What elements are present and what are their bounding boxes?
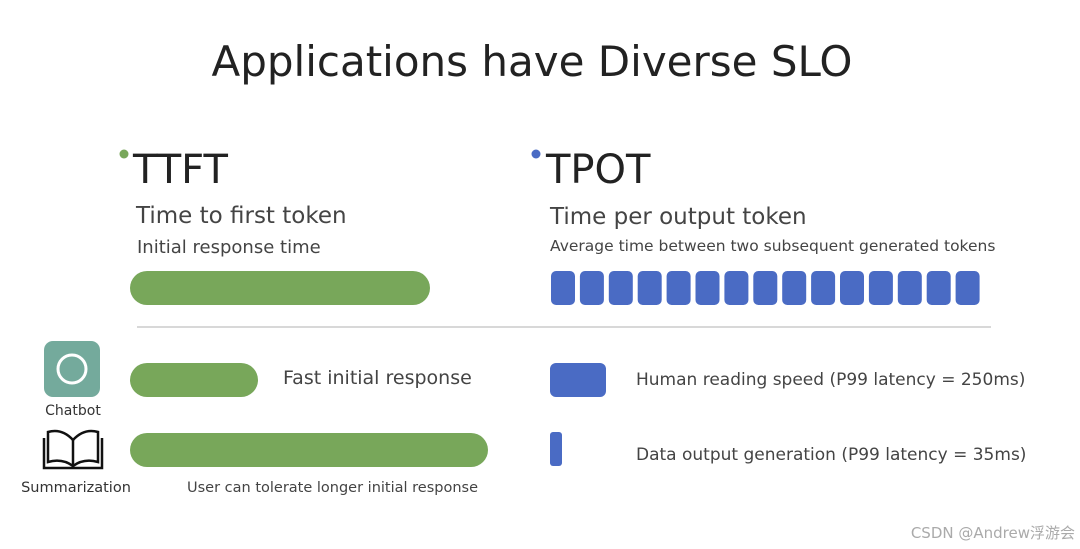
token-block [551,271,575,305]
token-block [926,271,951,305]
token-block [637,271,662,305]
ttft-bar [130,433,488,467]
tpot-heading: TPOT [545,147,651,193]
token-block [724,271,749,305]
tpot-description: Average time between two subsequent gene… [550,237,995,255]
ttft-subtitle: Time to first token [135,203,347,229]
book-icon [42,429,104,470]
ttft-bar [130,271,430,305]
tpot-subtitle: Time per output token [549,204,807,230]
ttft-description: Initial response time [137,237,321,258]
token-block [695,271,720,305]
chatbot-icon [44,341,100,397]
bullet [119,149,129,159]
token-block [579,271,604,305]
chatbot-icon-mark [56,353,88,385]
token-blocks [551,271,980,305]
app-label: Summarization [21,480,131,496]
ttft-note: User can tolerate longer initial respons… [187,480,478,496]
ttft-note: Fast initial response [283,367,472,389]
bullet [531,149,541,159]
token-block [811,271,836,305]
ttft-bar [130,363,258,397]
token-block [608,271,633,305]
tpot-block [550,432,562,466]
watermark: CSDN @Andrew浮游会 [911,524,1075,542]
tpot-note: Data output generation (P99 latency = 35… [636,445,1026,465]
token-block [955,271,980,305]
token-block [897,271,922,305]
tpot-note: Human reading speed (P99 latency = 250ms… [636,370,1025,390]
token-block [868,271,893,305]
slide-title: Applications have Diverse SLO [212,37,853,86]
token-block [840,271,864,305]
token-block [666,271,691,305]
token-block [753,271,778,305]
ttft-heading: TTFT [132,147,228,193]
tpot-block [550,363,606,397]
token-block [782,271,807,305]
app-label: Chatbot [45,403,101,419]
